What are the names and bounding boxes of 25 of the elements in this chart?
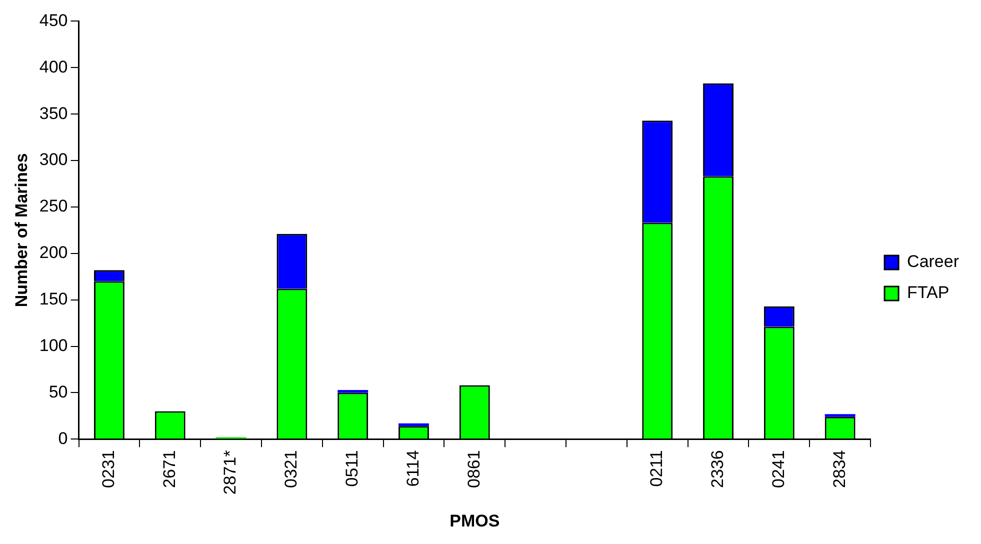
y-tick-label: 450 — [39, 10, 68, 30]
y-tick-label: 400 — [39, 57, 68, 76]
x-tick-label: 2336 — [708, 450, 727, 488]
x-axis-title: PMOS — [450, 511, 500, 530]
x-tick-label: 0241 — [768, 450, 788, 488]
y-tick-label: 50 — [48, 382, 68, 402]
x-tick-label: 2671 — [160, 450, 179, 488]
legend-label: Career — [907, 252, 960, 272]
x-tick-label: 0861 — [464, 450, 484, 488]
y-tick-label: 350 — [39, 104, 68, 123]
legend-label: FTAP — [907, 283, 950, 302]
y-tick-label: 200 — [39, 243, 68, 262]
y-tick-label: 0 — [58, 428, 68, 448]
y-tick-label: 300 — [39, 150, 68, 170]
x-tick-label: 0321 — [282, 450, 301, 488]
x-tick-label: 2834 — [830, 450, 849, 488]
y-tick-label: 100 — [39, 336, 68, 355]
y-axis-title: Number of Marines — [12, 153, 31, 308]
y-tick-label: 150 — [39, 290, 68, 309]
x-tick-label: 2871* — [220, 450, 240, 495]
x-tick-label: 0211 — [647, 450, 666, 487]
x-tick-label: 0231 — [98, 450, 118, 488]
y-tick-label: 250 — [39, 196, 68, 216]
x-tick-label: 6114 — [403, 450, 422, 487]
x-tick-label: 0511 — [342, 450, 362, 487]
